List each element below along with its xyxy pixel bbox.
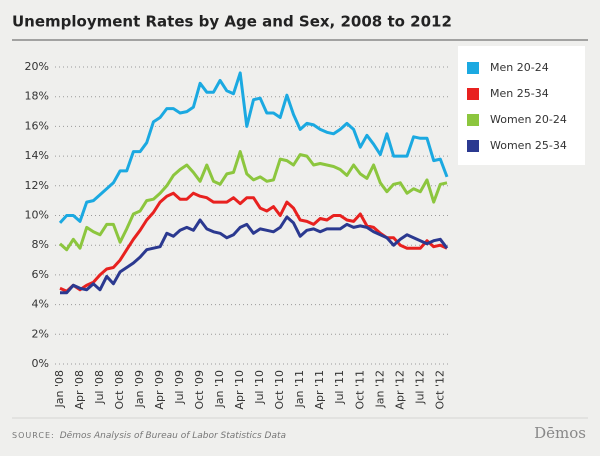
source: SOURCE: Dēmos Analysis of Bureau of Labor… <box>12 431 286 441</box>
y-tick-label: 20% <box>25 60 49 73</box>
x-tick-label: Jan '11 <box>293 370 306 408</box>
y-tick-label: 16% <box>25 119 49 132</box>
y-tick-label: 10% <box>25 209 49 222</box>
legend-box <box>458 46 585 165</box>
series-line <box>58 71 449 224</box>
x-tick-label: Apr '11 <box>313 370 326 410</box>
source-label: SOURCE: <box>12 431 55 440</box>
legend-label: Men 25-34 <box>490 87 549 100</box>
series-line <box>58 150 448 252</box>
legend-swatch <box>467 114 479 126</box>
series-line <box>60 215 449 295</box>
x-tick-label: Apr '09 <box>153 370 166 410</box>
chart-title: Unemployment Rates by Age and Sex, 2008 … <box>12 13 452 31</box>
y-tick-label: 0% <box>32 357 49 370</box>
x-tick-label: Oct '12 <box>433 370 446 410</box>
legend-label: Men 20-24 <box>490 61 549 74</box>
x-tick-label: Oct '10 <box>273 370 286 410</box>
legend-label: Women 25-34 <box>490 139 567 152</box>
x-tick-label: Jul '11 <box>333 370 346 405</box>
x-tick-label: Jan '08 <box>53 370 66 408</box>
legend-swatch <box>467 88 479 100</box>
x-tick-label: Apr '10 <box>233 370 246 410</box>
y-tick-label: 18% <box>25 90 49 103</box>
x-tick-label: Apr '12 <box>393 370 406 410</box>
x-tick-label: Jan '09 <box>133 370 146 408</box>
y-tick-label: 6% <box>32 268 49 281</box>
x-tick-label: Jan '12 <box>373 370 386 408</box>
logo: Dēmos <box>534 424 586 442</box>
source-text: Dēmos Analysis of Bureau of Labor Statis… <box>60 431 286 441</box>
y-tick-label: 2% <box>32 327 49 340</box>
x-tick-label: Jul '12 <box>413 370 426 405</box>
legend-swatch <box>467 140 479 152</box>
x-tick-label: Jul '10 <box>253 370 266 405</box>
legend-swatch <box>467 62 479 74</box>
x-tick-label: Oct '11 <box>353 370 366 410</box>
y-tick-label: 14% <box>25 149 49 162</box>
y-tick-label: 4% <box>32 298 49 311</box>
x-tick-label: Apr '08 <box>73 370 86 410</box>
y-tick-label: 12% <box>25 179 49 192</box>
x-tick-label: Oct '08 <box>113 370 126 410</box>
y-tick-label: 8% <box>32 238 49 251</box>
legend-label: Women 20-24 <box>490 113 567 126</box>
x-tick-label: Jul '08 <box>93 370 106 405</box>
x-tick-label: Oct '09 <box>193 370 206 410</box>
x-tick-label: Jul '09 <box>173 370 186 405</box>
x-tick-label: Jan '10 <box>213 370 226 408</box>
